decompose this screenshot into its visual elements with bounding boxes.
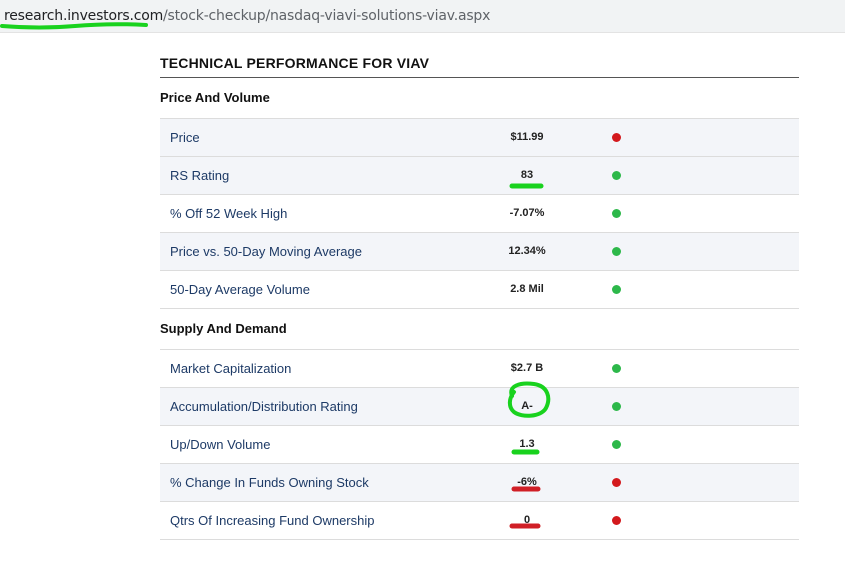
status-dot-green <box>612 285 621 294</box>
metric-value: -7.07% <box>509 207 545 219</box>
metric-value: 2.8 Mil <box>510 283 544 295</box>
status-dot-green <box>612 440 621 449</box>
metric-label: % Off 52 Week High <box>170 206 288 221</box>
metric-value: 12.34% <box>508 245 546 257</box>
metric-label: 50-Day Average Volume <box>170 282 310 297</box>
status-dot-red <box>612 478 621 487</box>
metric-row: RS Rating 83 <box>160 156 799 194</box>
address-bar[interactable]: research.investors.com/stock-checkup/nas… <box>0 0 845 33</box>
metric-label: Accumulation/Distribution Rating <box>170 399 358 414</box>
metric-row: 50-Day Average Volume 2.8 Mil <box>160 270 799 308</box>
status-dot-green <box>612 402 621 411</box>
metric-value: 1.3 <box>519 438 535 450</box>
status-dot-green <box>612 171 621 180</box>
status-dot-green <box>612 209 621 218</box>
metric-value: $2.7 B <box>510 362 544 374</box>
metric-value: 0 <box>523 514 531 526</box>
metric-row: Price $11.99 <box>160 118 799 156</box>
metric-label: RS Rating <box>170 168 230 183</box>
metric-label: Price vs. 50-Day Moving Average <box>170 244 362 259</box>
metric-row: Up/Down Volume 1.3 <box>160 425 799 463</box>
status-dot-red <box>612 133 621 142</box>
metric-value: -6% <box>517 476 537 488</box>
metric-label: Up/Down Volume <box>170 437 271 452</box>
section-title-supply-demand: Supply And Demand <box>160 308 799 349</box>
metric-row: Price vs. 50-Day Moving Average 12.34% <box>160 232 799 270</box>
metric-value: A- <box>521 400 533 412</box>
url-path: /stock-checkup/nasdaq-viavi-solutions-vi… <box>163 8 491 24</box>
section-title-price-volume: Price And Volume <box>160 90 270 105</box>
status-dot-red <box>612 516 621 525</box>
metric-row: Market Capitalization $2.7 B <box>160 349 799 387</box>
metric-row: Accumulation/Distribution Rating A- <box>160 387 799 425</box>
metric-row: % Change In Funds Owning Stock -6% <box>160 463 799 501</box>
url-host: research.investors.com <box>4 8 164 24</box>
metric-label: Market Capitalization <box>170 361 292 376</box>
metric-label: Price <box>170 130 200 145</box>
status-dot-green <box>612 364 621 373</box>
status-dot-green <box>612 247 621 256</box>
metric-label: % Change In Funds Owning Stock <box>170 475 369 490</box>
technical-performance-panel: TECHNICAL PERFORMANCE FOR VIAV Price And… <box>160 45 799 540</box>
metric-row: % Off 52 Week High -7.07% <box>160 194 799 232</box>
highlight-underline-url <box>0 22 148 30</box>
metric-label: Qtrs Of Increasing Fund Ownership <box>170 513 375 528</box>
url-text[interactable]: research.investors.com/stock-checkup/nas… <box>4 8 490 24</box>
metric-value: $11.99 <box>510 131 544 143</box>
panel-title: TECHNICAL PERFORMANCE FOR VIAV <box>160 45 799 78</box>
metric-row: Qtrs Of Increasing Fund Ownership 0 <box>160 501 799 540</box>
metric-value: 83 <box>520 169 534 181</box>
